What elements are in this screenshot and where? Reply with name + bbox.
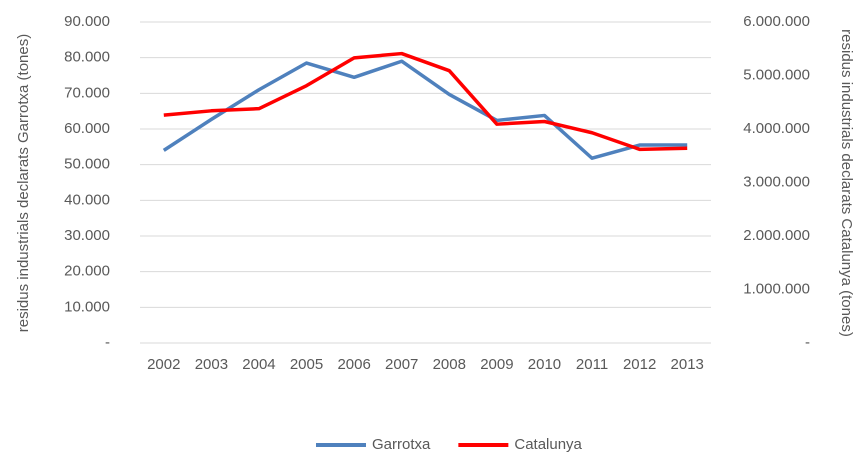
y-tick-label: 20.000 xyxy=(64,263,110,280)
y2-tick-label: 2.000.000 xyxy=(743,227,810,244)
x-tick-label: 2009 xyxy=(480,356,513,373)
y2-tick-label: 6.000.000 xyxy=(743,13,810,30)
series-line xyxy=(163,51,688,152)
y-tick-label: 90.000 xyxy=(64,13,110,30)
y-axis-label: residus industrials declarats Garrotxa (… xyxy=(15,34,32,332)
x-tick-label: 2007 xyxy=(385,356,418,373)
y-tick-label: 30.000 xyxy=(64,227,110,244)
x-tick-label: 2002 xyxy=(147,356,180,373)
y2-tick-label: 4.000.000 xyxy=(743,120,810,137)
y2-tick-label: 3.000.000 xyxy=(743,173,810,190)
y2-tick-label: 5.000.000 xyxy=(743,66,810,83)
y-tick-label: 10.000 xyxy=(64,298,110,315)
y-tick-label: 80.000 xyxy=(64,49,110,66)
y-tick-label: 70.000 xyxy=(64,84,110,101)
x-tick-label: 2010 xyxy=(528,356,561,373)
x-tick-label: 2005 xyxy=(290,356,323,373)
x-tick-label: 2008 xyxy=(433,356,466,373)
y-tick-label: 50.000 xyxy=(64,156,110,173)
y2-axis-label: residus industrials declarats Catalunya … xyxy=(838,29,855,337)
x-tick-label: 2004 xyxy=(242,356,275,373)
x-tick-label: 2012 xyxy=(623,356,656,373)
y-tick-label: 40.000 xyxy=(64,191,110,208)
legend-label: Garrotxa xyxy=(372,436,431,453)
y2-tick-label: - xyxy=(805,334,810,351)
y-tick-label: - xyxy=(105,334,110,351)
x-tick-label: 2006 xyxy=(337,356,370,373)
legend-label: Catalunya xyxy=(514,436,582,453)
series-line xyxy=(162,59,688,160)
x-tick-label: 2013 xyxy=(671,356,704,373)
y2-tick-label: 1.000.000 xyxy=(743,280,810,297)
y-tick-label: 60.000 xyxy=(64,120,110,137)
x-tick-label: 2011 xyxy=(576,356,608,373)
x-tick-label: 2003 xyxy=(195,356,228,373)
